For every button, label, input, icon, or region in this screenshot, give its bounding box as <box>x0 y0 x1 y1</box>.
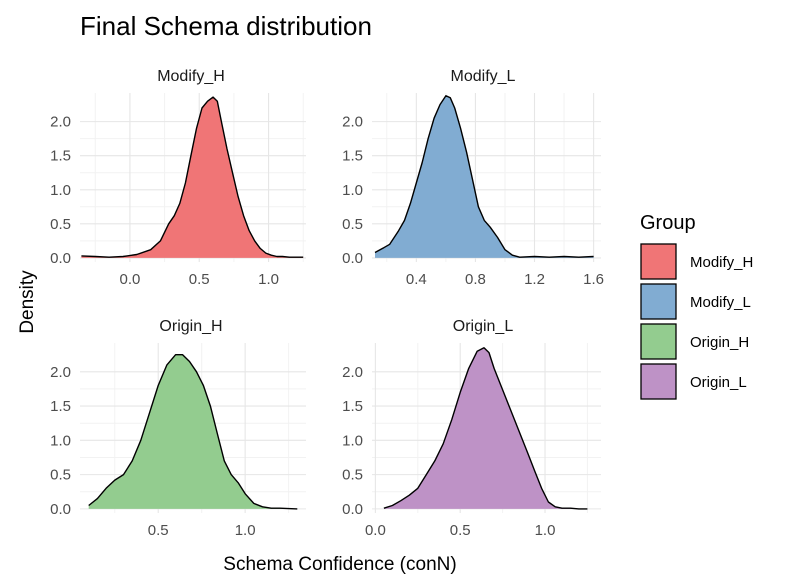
x-tick-label: 1.6 <box>583 271 604 288</box>
y-tick-label: 0.5 <box>50 467 71 484</box>
y-tick-label: 1.0 <box>342 432 363 449</box>
facet-label-Modify_L: Modify_L <box>451 68 516 85</box>
density-line-Origin_H <box>88 354 298 510</box>
chart-panels: 0.0 0.5 1.0 0.0 0.5 1.0 1.5 2.0 Modify_H 0.4 0.8 1.… <box>50 68 604 539</box>
legend-key-Modify_L <box>640 283 677 320</box>
legend-key-Origin_H <box>640 323 677 360</box>
legend: Group Modify_H Modify_L Origin_H Origin_L <box>640 212 753 400</box>
y-tick-label: 1.0 <box>342 182 363 199</box>
density-area-Modify_H <box>81 97 304 258</box>
chart-title: Final Schema distribution <box>80 11 372 41</box>
y-tick-label: 2.0 <box>50 364 71 381</box>
panel-Origin_L: 0.0 0.5 1.0 0.0 0.5 1.0 1.5 2.0 Origin_L <box>342 318 601 539</box>
y-tick-label: 1.5 <box>342 398 363 415</box>
x-tick-label: 1.0 <box>235 522 256 539</box>
y-tick-label: 2.0 <box>342 114 363 131</box>
facet-label-Modify_H: Modify_H <box>157 68 225 85</box>
y-tick-label: 0.5 <box>50 216 71 233</box>
y-tick-label: 0.0 <box>50 250 71 267</box>
density-area-Origin_L <box>383 347 588 509</box>
y-axis-title: Density <box>17 270 38 334</box>
x-tick-label: 1.0 <box>258 271 279 288</box>
legend-key-Origin_L <box>640 363 677 400</box>
x-tick-label: 0.8 <box>465 271 486 288</box>
legend-key-Modify_H <box>640 243 677 280</box>
x-tick-label: 0.0 <box>365 522 386 539</box>
y-tick-label: 1.0 <box>50 432 71 449</box>
y-tick-label: 1.5 <box>342 148 363 165</box>
y-tick-label: 0.0 <box>50 501 71 518</box>
y-tick-label: 0.0 <box>342 501 363 518</box>
density-line-Modify_H <box>81 96 304 258</box>
density-area-Modify_L <box>375 95 594 258</box>
panel-Origin_H: 0.5 1.0 0.0 0.5 1.0 1.5 2.0 Origin_H <box>50 318 306 539</box>
legend-label-Modify_H: Modify_H <box>690 254 753 271</box>
panel-Modify_L: 0.4 0.8 1.2 1.6 0.0 0.5 1.0 1.5 2.0 Modify_L <box>342 68 604 288</box>
x-tick-label: 1.2 <box>524 271 545 288</box>
y-tick-label: 1.5 <box>50 148 71 165</box>
y-tick-label: 0.5 <box>342 467 363 484</box>
facet-label-Origin_H: Origin_H <box>159 318 222 335</box>
y-tick-label: 1.0 <box>50 182 71 199</box>
x-tick-label: 0.5 <box>189 271 210 288</box>
y-tick-label: 1.5 <box>50 398 71 415</box>
x-tick-label: 0.5 <box>450 522 471 539</box>
y-tick-label: 0.5 <box>342 216 363 233</box>
density-line-Modify_L <box>374 95 594 258</box>
legend-label-Modify_L: Modify_L <box>690 294 751 311</box>
panel-Modify_H: 0.0 0.5 1.0 0.0 0.5 1.0 1.5 2.0 Modify_H <box>50 68 306 288</box>
x-tick-label: 0.4 <box>406 271 427 288</box>
y-tick-label: 2.0 <box>50 114 71 131</box>
x-axis-title: Schema Confidence (conN) <box>223 554 456 575</box>
facet-label-Origin_L: Origin_L <box>453 318 514 335</box>
x-tick-label: 0.0 <box>119 271 140 288</box>
x-tick-label: 1.0 <box>535 522 556 539</box>
legend-title: Group <box>640 212 696 234</box>
y-tick-label: 2.0 <box>342 364 363 381</box>
density-line-Origin_L <box>383 347 588 510</box>
legend-label-Origin_L: Origin_L <box>690 374 747 391</box>
legend-label-Origin_H: Origin_H <box>690 334 749 351</box>
density-area-Origin_H <box>88 354 298 509</box>
y-tick-label: 0.0 <box>342 250 363 267</box>
x-tick-label: 0.5 <box>148 522 169 539</box>
